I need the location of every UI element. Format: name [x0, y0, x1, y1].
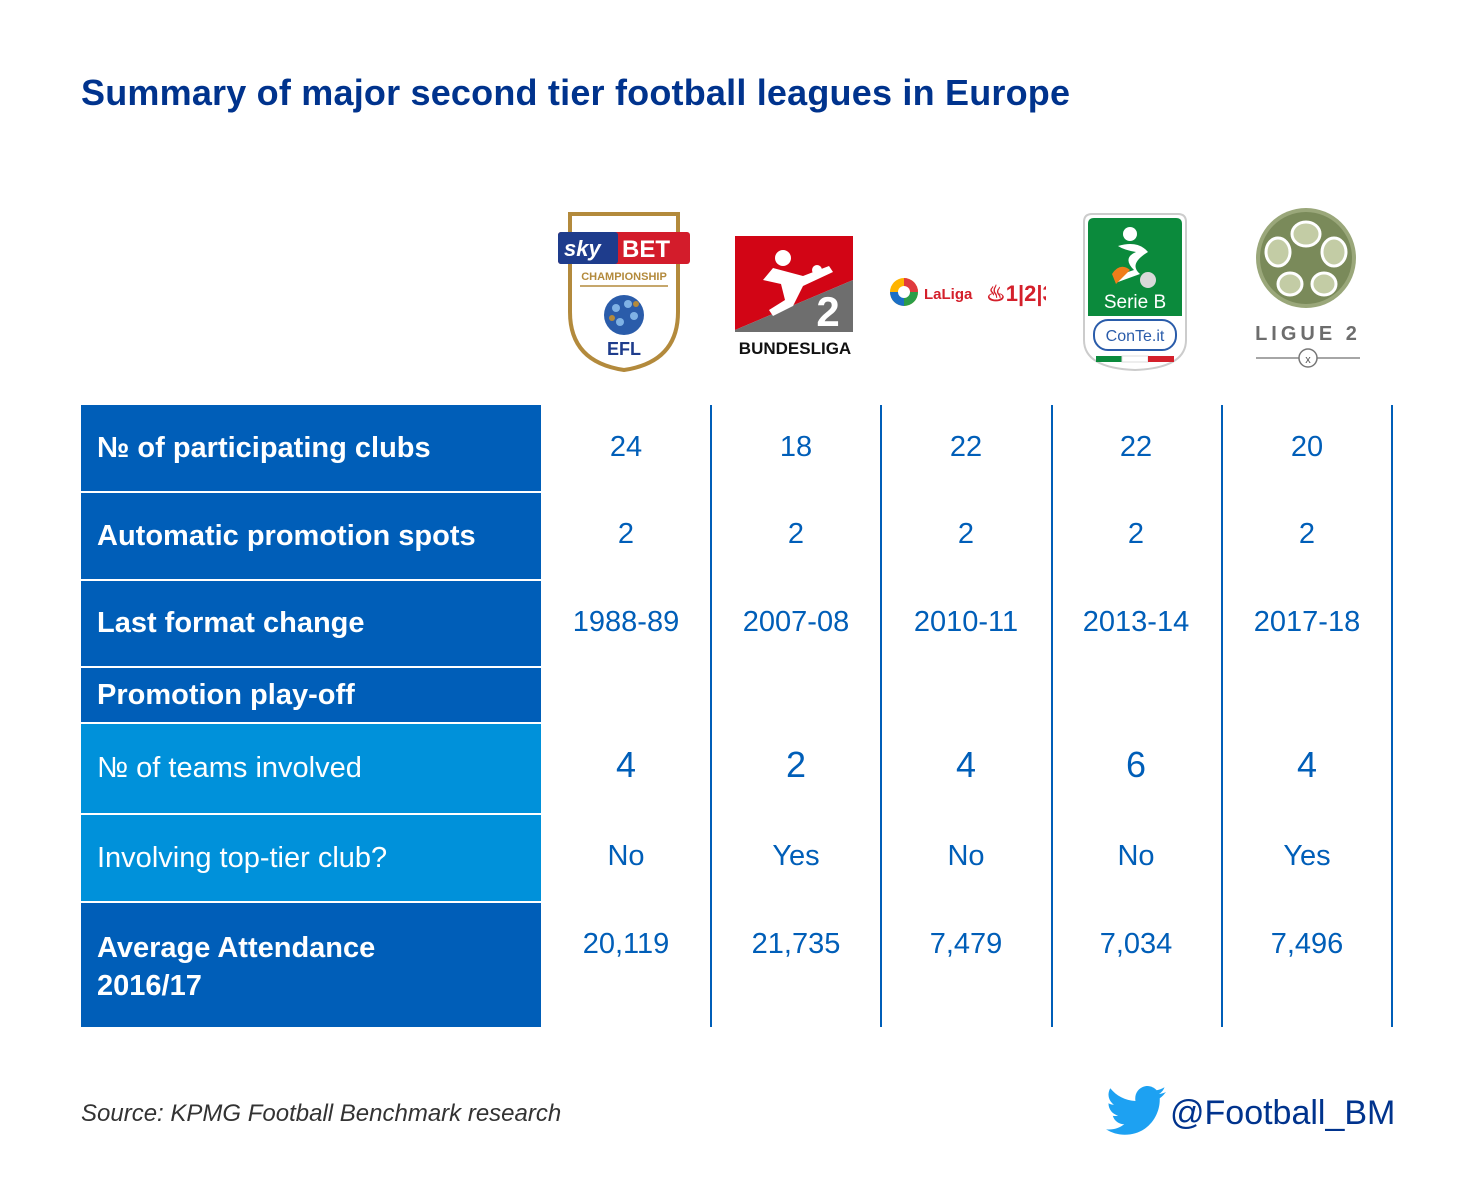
- row-separator: [81, 901, 541, 903]
- logo-text: BET: [622, 236, 670, 263]
- logo-text: LaLiga: [924, 286, 973, 303]
- table-cell: 2: [1127, 518, 1145, 550]
- row-label-teams-involved: № of teams involved: [81, 724, 541, 813]
- table-cell: 2: [785, 744, 807, 785]
- logo-text: BUNDESLIGA: [739, 339, 851, 358]
- table-cell: Yes: [772, 840, 820, 872]
- table-cell: 4: [955, 744, 977, 785]
- sky-bet-championship-efl-logo: sky BET CHAMPIONSHIP EFL: [556, 212, 692, 373]
- row-label-promotion-spots: Automatic promotion spots: [81, 493, 541, 579]
- table-cell: No: [607, 840, 645, 872]
- table-cell: 2: [957, 518, 975, 550]
- row-separator: [81, 491, 541, 493]
- table-cell: 7,496: [1270, 928, 1344, 960]
- table-cell: 7,034: [1099, 928, 1173, 960]
- table-cell: 2010-11: [913, 606, 1019, 638]
- column-divider: [710, 405, 712, 1027]
- source-note: Source: KPMG Football Benchmark research: [81, 1100, 562, 1127]
- twitter-bird-icon: [1106, 1086, 1166, 1136]
- table-cell: 22: [1119, 431, 1153, 463]
- logo-text: ConTe.it: [1106, 328, 1165, 345]
- row-label-average-attendance: Average Attendance 2016/17: [81, 903, 541, 1027]
- table-cell: 2: [787, 518, 805, 550]
- table-cell: 24: [609, 431, 643, 463]
- table-cell: 20,119: [582, 928, 670, 960]
- table-cell: 2013-14: [1082, 606, 1190, 638]
- page-title: Summary of major second tier football le…: [81, 72, 1071, 113]
- row-label-participating-clubs: № of participating clubs: [81, 405, 541, 491]
- logo-text: Serie B: [1104, 292, 1166, 313]
- 2-bundesliga-logo: 2 BUNDESLIGA: [733, 236, 857, 360]
- logo-text: sky: [564, 236, 602, 261]
- table-cell: 2017-18: [1253, 606, 1361, 638]
- row-separator: [81, 579, 541, 581]
- logo-text: EFL: [607, 339, 641, 359]
- table-cell: No: [947, 840, 985, 872]
- logo-text: ♨1|2|3: [986, 281, 1046, 306]
- row-label-promotion-playoff: Promotion play-off: [81, 668, 541, 722]
- table-cell: 2: [617, 518, 635, 550]
- column-divider: [1051, 405, 1053, 1027]
- table-cell: Yes: [1283, 840, 1331, 872]
- table-cell: 18: [779, 431, 813, 463]
- row-label-last-format-change: Last format change: [81, 581, 541, 666]
- row-label-top-tier-club: Involving top-tier club?: [81, 815, 541, 901]
- laliga-123-logo: LaLiga ♨1|2|3: [886, 272, 1055, 312]
- table-cell: 4: [1296, 744, 1318, 785]
- table-cell: 20: [1290, 431, 1324, 463]
- table-cell: 7,479: [929, 928, 1003, 960]
- ligue-2-logo: LIGUE 2 x: [1250, 208, 1366, 374]
- svg-text:x: x: [1305, 354, 1311, 366]
- logo-text: CHAMPIONSHIP: [581, 271, 667, 283]
- serie-b-conte-logo: Serie B ConTe.it: [1078, 212, 1192, 372]
- logo-text: 2: [816, 288, 839, 335]
- table-cell: 22: [949, 431, 983, 463]
- average-attendance-label: Average Attendance 2016/17: [97, 932, 376, 1002]
- table-cell: 6: [1125, 744, 1147, 785]
- twitter-handle[interactable]: @Football_BM: [1170, 1094, 1396, 1132]
- row-separator: [81, 666, 541, 668]
- column-divider: [1221, 405, 1223, 1027]
- table-cell: 2: [1298, 518, 1316, 550]
- table-cell: 2007-08: [742, 606, 850, 638]
- column-divider: [1391, 405, 1393, 1027]
- table-cell: 21,735: [751, 928, 841, 960]
- table-cell: 4: [615, 744, 637, 785]
- table-cell: No: [1117, 840, 1155, 872]
- table-cell: 1988-89: [572, 606, 680, 638]
- column-divider: [880, 405, 882, 1027]
- logo-text: LIGUE 2: [1255, 323, 1361, 345]
- row-separator: [81, 813, 541, 815]
- row-separator: [81, 722, 541, 724]
